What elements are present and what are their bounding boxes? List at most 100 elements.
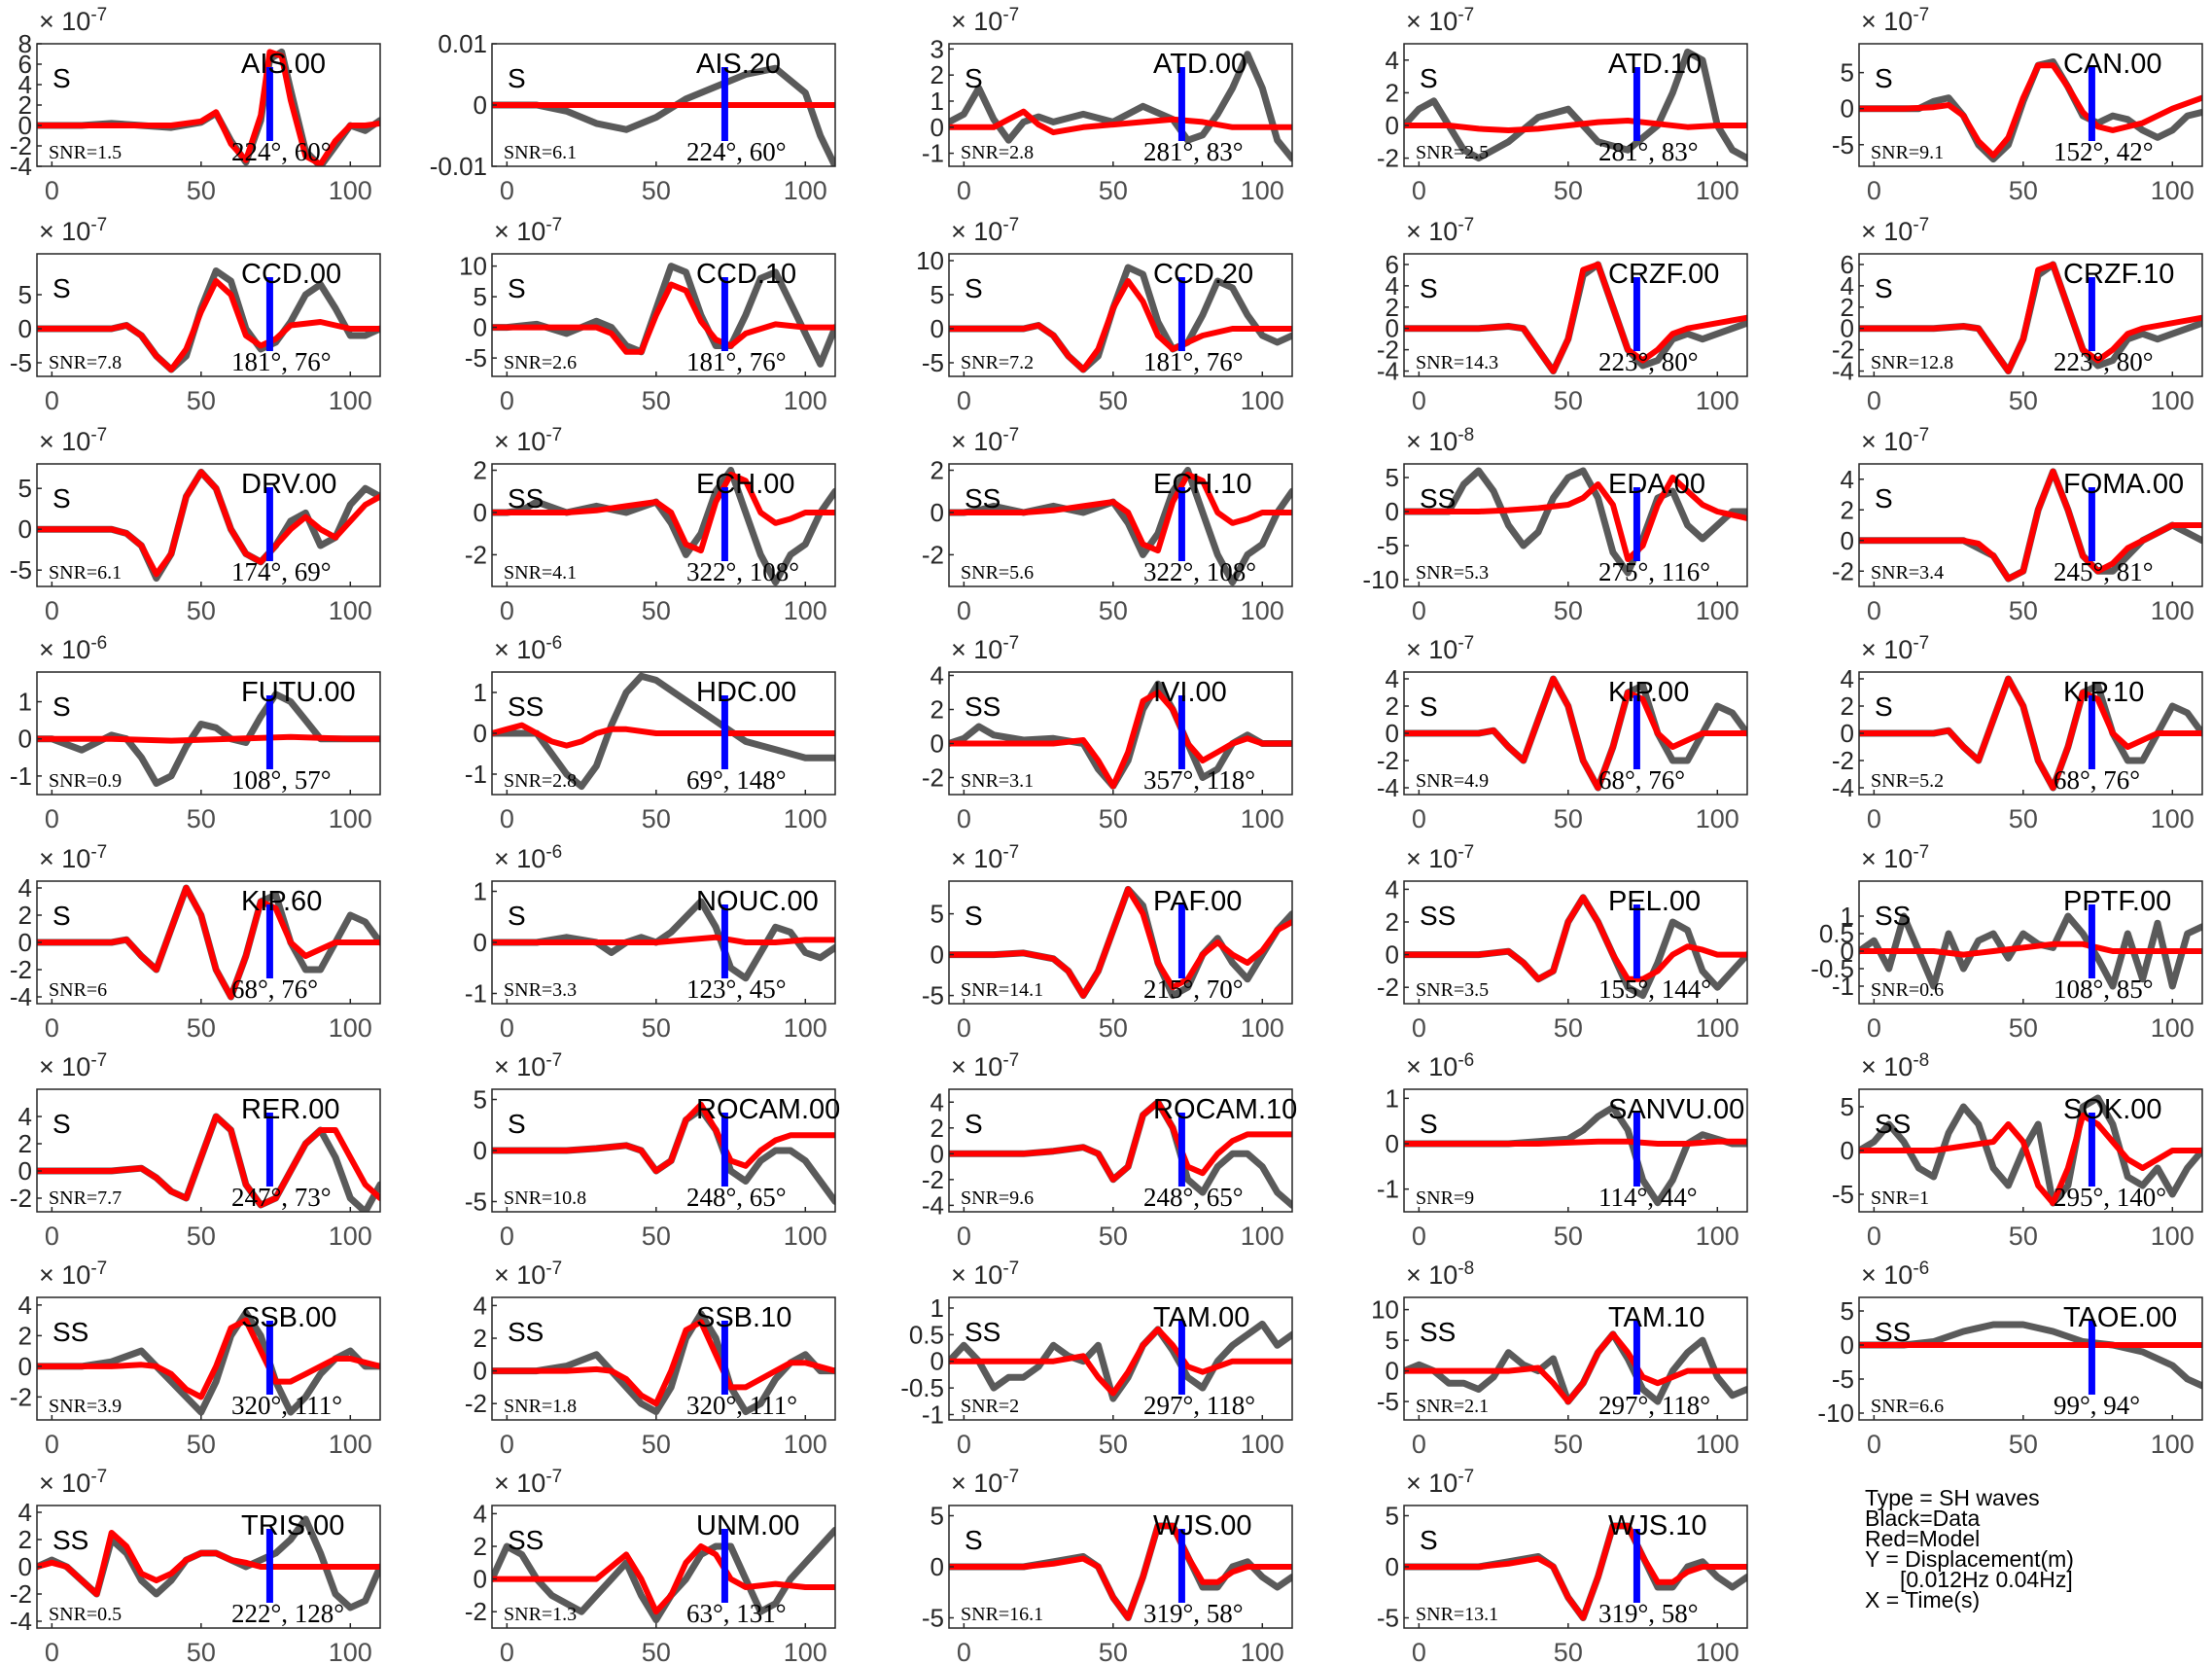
x-tick-label: 100 <box>784 386 827 415</box>
station-label: CRZF.10 <box>2063 259 2174 290</box>
y-tick-label: 2 <box>1386 293 1399 322</box>
y-tick-label: 1 <box>930 87 944 116</box>
phase-label: S <box>53 901 71 931</box>
model-trace <box>37 733 380 744</box>
snr-label: SNR=16.1 <box>961 1604 1043 1625</box>
x-tick-label: 100 <box>784 1638 827 1665</box>
traces <box>492 672 835 791</box>
snr-label: SNR=3.4 <box>1871 562 1944 584</box>
station-label: KIP.60 <box>241 886 322 917</box>
y-tick-label: 1 <box>1841 902 1854 931</box>
snr-label: SNR=4.9 <box>1416 770 1489 792</box>
y-tick-label: 0.5 <box>1819 919 1854 948</box>
y-tick-label: -1 <box>465 760 487 789</box>
y-tick-label: -2 <box>10 1382 32 1411</box>
data-trace <box>949 1320 1292 1402</box>
phase-label: S <box>508 63 526 93</box>
phase-label: S <box>965 1525 983 1555</box>
exponent-label: × 10-6 <box>1406 1050 1474 1081</box>
snr-label: SNR=14.3 <box>1416 352 1498 373</box>
y-tick-label: 0 <box>930 940 944 970</box>
exponent-label: × 10-7 <box>951 425 1019 456</box>
exponent-label: × 10-8 <box>1406 425 1474 456</box>
model-trace <box>492 934 835 945</box>
station-label: FUTU.00 <box>241 677 356 708</box>
traces <box>1859 468 2202 583</box>
y-tick-label: 0 <box>474 313 487 342</box>
model-trace <box>1859 1113 2202 1206</box>
x-tick-label: 50 <box>187 1430 216 1459</box>
y-tick-label: 0 <box>1386 1552 1399 1581</box>
model-trace <box>1404 118 1747 133</box>
y-tick-label: 4 <box>18 1102 32 1131</box>
snr-label: SNR=2.5 <box>1416 142 1489 163</box>
x-tick-label: 100 <box>329 804 372 833</box>
y-tick-label: 2 <box>474 456 487 485</box>
x-tick-label: 0 <box>1412 386 1426 415</box>
station-label: SANVU.00 <box>1608 1094 1744 1125</box>
x-tick-label: 50 <box>642 596 671 625</box>
angles-label: 155°, 144° <box>1598 974 1711 1004</box>
snr-label: SNR=5.2 <box>1871 770 1944 792</box>
x-tick-label: 0 <box>45 1430 59 1459</box>
angles-label: 99°, 94° <box>2054 1391 2140 1420</box>
traces <box>1404 894 1747 1000</box>
axes-box <box>948 253 1293 377</box>
traces <box>37 267 380 373</box>
y-tick-label: -4 <box>1832 773 1854 802</box>
phase-label: SS <box>53 1317 88 1347</box>
y-tick-label: -5 <box>1832 1180 1854 1209</box>
traces <box>1404 467 1747 577</box>
angles-label: 224°, 60° <box>231 137 332 166</box>
angles-label: 152°, 42° <box>2054 137 2154 166</box>
y-tick-label: -2 <box>10 131 32 160</box>
x-tick-label: 100 <box>329 1638 372 1665</box>
y-tick-label: 0 <box>1841 937 1854 966</box>
phase-label: S <box>1420 1109 1438 1139</box>
x-tick-label: 100 <box>2151 1222 2194 1251</box>
model-trace <box>1404 262 1747 374</box>
station-label: KIP.10 <box>2063 677 2144 708</box>
axes-box <box>948 1088 1293 1213</box>
snr-label: SNR=7.2 <box>961 352 1034 373</box>
axes-box <box>491 1296 836 1421</box>
snr-label: SNR=1.5 <box>49 142 122 163</box>
station-label: SSB.00 <box>241 1302 336 1333</box>
x-tick-label: 50 <box>1554 176 1583 205</box>
x-tick-label: 50 <box>1554 596 1583 625</box>
traces <box>37 884 380 1001</box>
model-trace <box>492 722 835 749</box>
x-tick-label: 100 <box>784 1430 827 1459</box>
angles-label: 357°, 118° <box>1143 765 1255 795</box>
station-label: FOMA.00 <box>2063 469 2184 500</box>
exponent-label: × 10-7 <box>951 1467 1019 1498</box>
model-trace <box>37 1114 380 1208</box>
model-trace <box>37 885 380 1000</box>
snr-label: SNR=2.8 <box>961 142 1034 163</box>
exponent-label: × 10-7 <box>39 425 107 456</box>
x-tick-label: 0 <box>1412 596 1426 625</box>
snr-label: SNR=6 <box>49 979 107 1001</box>
angles-label: 69°, 148° <box>686 765 787 795</box>
angles-label: 247°, 73° <box>231 1183 332 1212</box>
angles-label: 245°, 81° <box>2054 557 2154 586</box>
y-tick-label: 0 <box>1841 1136 1854 1165</box>
y-tick-label: -4 <box>1377 357 1399 386</box>
y-tick-label: 4 <box>18 1291 32 1320</box>
phase-label: SS <box>53 1525 88 1555</box>
y-tick-label: 0 <box>930 1139 944 1168</box>
y-tick-label: 0 <box>18 1552 32 1581</box>
x-tick-label: 50 <box>642 804 671 833</box>
phase-label: SS <box>1875 1109 1911 1139</box>
phase-label: S <box>965 1109 983 1139</box>
y-tick-label: -2 <box>1377 973 1399 1002</box>
angles-label: 281°, 83° <box>1598 137 1699 166</box>
angles-label: 224°, 60° <box>686 137 787 166</box>
angles-label: 215°, 70° <box>1143 974 1244 1004</box>
